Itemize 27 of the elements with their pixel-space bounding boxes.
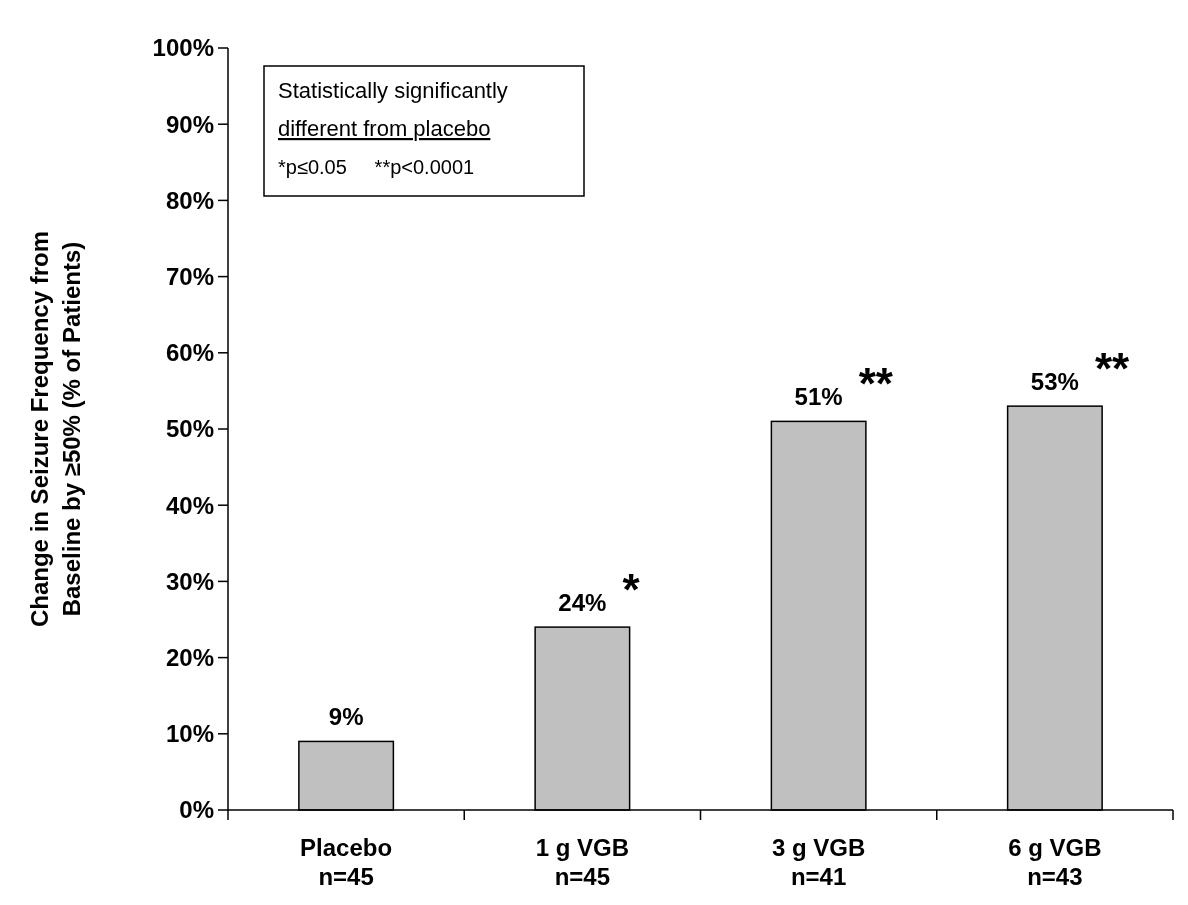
annotation: *p≤0.05 **p<0.0001: [278, 156, 475, 178]
annotation: **: [1094, 344, 1130, 394]
annotation: Statistically significantly: [278, 78, 508, 103]
y-tick-label: 80%: [165, 186, 214, 214]
y-tick-label: 0%: [179, 796, 214, 824]
data-label: 24%: [558, 589, 607, 617]
y-tick-label: 90%: [165, 110, 214, 138]
y-tick-label: 50%: [165, 415, 214, 443]
annotation: **: [858, 359, 894, 409]
x-tick-label: 6 g VGB n=43: [1008, 834, 1102, 890]
data-label: 53%: [1030, 368, 1079, 396]
y-tick-label: 10%: [165, 720, 214, 748]
x-tick-label: 1 g VGB n=45: [535, 834, 630, 890]
x-tick-label: Placebo n=45: [300, 834, 393, 890]
data-label: 51%: [794, 383, 843, 411]
y-tick-label: 70%: [165, 263, 214, 290]
y-tick-label: 30%: [165, 567, 214, 595]
note-box: Statistically significantly different from placebo *p≤0.05 **p<0.0001: [263, 65, 585, 197]
annotation: different from placebo: [278, 116, 491, 141]
y-tick-label: 20%: [165, 644, 214, 671]
annotation: *: [622, 565, 641, 615]
x-tick-label: 3 g VGB n=41: [771, 834, 866, 890]
y-tick-label: 60%: [165, 339, 214, 367]
y-tick-label: 100%: [152, 34, 214, 62]
y-axis-title: Change in Seizure Frequency from Baseline by ≥50% (% of Patients): [26, 230, 85, 628]
y-tick-label: 40%: [165, 491, 214, 519]
data-label: 9%: [328, 703, 364, 731]
